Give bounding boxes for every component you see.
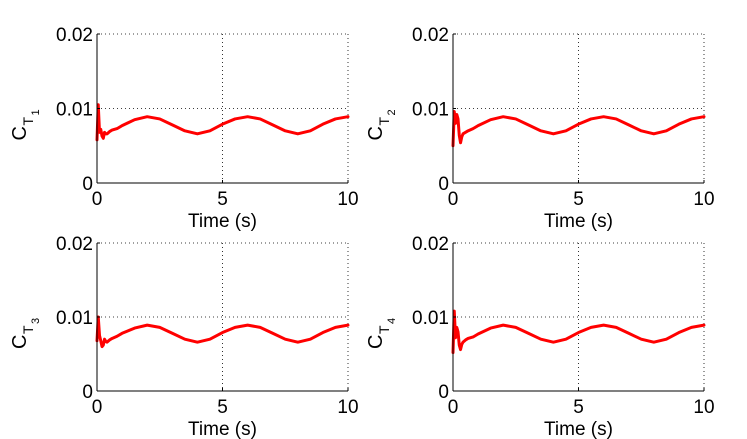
x-axis-label: Time (s) bbox=[544, 419, 613, 439]
x-tick-label: 0 bbox=[448, 189, 459, 210]
y-tick-label: 0.01 bbox=[412, 100, 449, 121]
plot-area bbox=[453, 243, 704, 391]
plot-area bbox=[97, 34, 348, 183]
chart-panel-1: 0 5 10 0 0.01 0.02 Time (s) CT 1 bbox=[9, 25, 359, 232]
x-tick-label: 10 bbox=[337, 189, 358, 210]
y-label-main: C bbox=[365, 335, 387, 349]
x-tick-label: 5 bbox=[217, 397, 228, 418]
x-tick-label: 5 bbox=[573, 397, 584, 418]
y-tick-label: 0 bbox=[82, 174, 93, 195]
x-tick-label: 5 bbox=[217, 189, 228, 210]
y-label-sub: T bbox=[20, 325, 36, 334]
x-tick-label: 0 bbox=[92, 189, 103, 210]
y-tick-label: 0.01 bbox=[56, 308, 93, 329]
series-line-C_T2 bbox=[451, 109, 706, 148]
x-tick-label: 10 bbox=[337, 397, 358, 418]
x-tick-label: 0 bbox=[448, 397, 459, 418]
y-tick-label: 0.02 bbox=[56, 25, 93, 46]
y-label-index: 2 bbox=[386, 109, 398, 115]
x-axis-label: Time (s) bbox=[188, 211, 257, 232]
y-label-main: C bbox=[365, 126, 387, 140]
chart-panel-4: 0 5 10 0 0.01 0.02 Time (s) CT4 bbox=[365, 234, 715, 439]
x-tick-label: 10 bbox=[693, 189, 714, 210]
y-label-index: 1 bbox=[30, 109, 42, 115]
plot-area bbox=[97, 243, 348, 391]
y-label-sub: T bbox=[20, 117, 36, 126]
y-label-main: C bbox=[9, 126, 31, 140]
y-label-sub: T bbox=[376, 325, 392, 334]
y-axis-label: CT3 bbox=[9, 318, 42, 349]
y-label-index: 4 bbox=[386, 318, 398, 324]
y-tick-label: 0 bbox=[82, 382, 93, 403]
y-label-index: 3 bbox=[30, 318, 42, 324]
x-tick-label: 5 bbox=[573, 189, 584, 210]
y-tick-label: 0.02 bbox=[56, 234, 93, 255]
y-tick-label: 0.01 bbox=[56, 100, 93, 121]
y-tick-label: 0.02 bbox=[412, 234, 449, 255]
y-axis-label: CT 2 bbox=[365, 109, 398, 140]
y-tick-label: 0.02 bbox=[412, 25, 449, 46]
plot-area bbox=[453, 34, 704, 183]
series-line-C_T3 bbox=[95, 315, 350, 349]
y-axis-label: CT 1 bbox=[9, 109, 42, 140]
y-axis-label: CT4 bbox=[365, 318, 398, 349]
x-axis-label: Time (s) bbox=[544, 211, 613, 232]
y-tick-label: 0.01 bbox=[412, 308, 449, 329]
chart-panel-2: 0 5 10 0 0.01 0.02 Time (s) CT 2 bbox=[365, 25, 715, 232]
chart-panel-3: 0 5 10 0 0.01 0.02 Time (s) CT3 bbox=[9, 234, 359, 439]
y-label-main: C bbox=[9, 335, 31, 349]
series-line-C_T4 bbox=[451, 309, 706, 355]
y-tick-label: 0 bbox=[438, 174, 449, 195]
series-line-C_T1 bbox=[95, 103, 350, 142]
y-tick-label: 0 bbox=[438, 382, 449, 403]
x-tick-label: 10 bbox=[693, 397, 714, 418]
y-label-sub: T bbox=[376, 117, 392, 126]
x-tick-label: 0 bbox=[92, 397, 103, 418]
x-axis-label: Time (s) bbox=[188, 419, 257, 439]
